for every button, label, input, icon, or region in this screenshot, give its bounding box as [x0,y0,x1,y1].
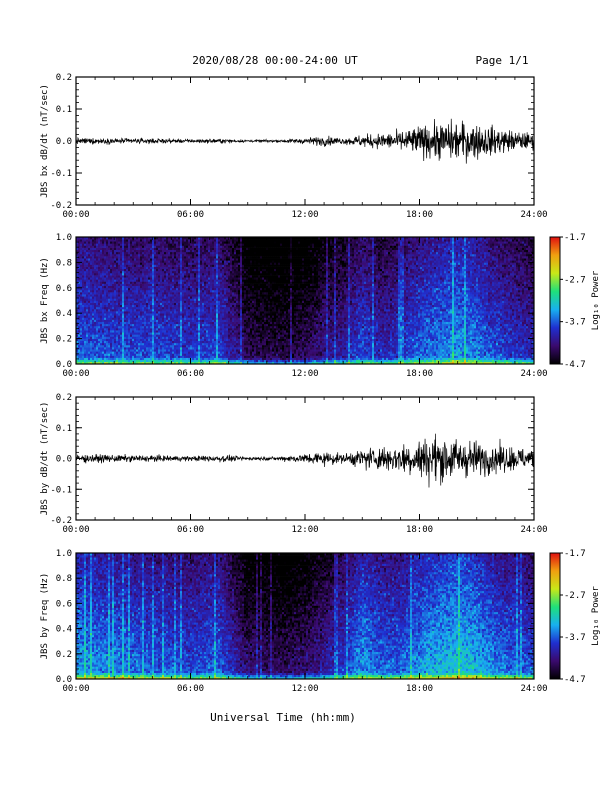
panel-4: -1.7 -2.7 -3.7 -4.7 Log₁₀ Power 1.0 0.8 0.6 0.4 0… [40,549,601,694]
colorbar-tick-label: -2.7 [564,591,586,601]
y-tick-label: 0.0 [56,137,72,147]
colorbar-tick-label: -1.7 [564,549,586,559]
colorbar-tick-label: -2.7 [564,275,586,285]
y-axis-title: JBS bx dB/dt (nT/sec) [40,84,50,198]
y-tick-label: 0.2 [56,73,72,83]
x-tick-label: 00:00 [62,525,89,535]
y-tick-label: 0.6 [56,599,72,609]
panel-2: -1.7 -2.7 -3.7 -4.7 Log₁₀ Power 1.0 0.8 0.6 0.4 0… [40,233,601,379]
x-tick-label: 18:00 [406,369,433,379]
y-axis-title: JBS by Freq (Hz) [40,573,50,660]
y-tick-label: 1.0 [56,233,72,243]
y-tick-label: -0.1 [50,169,72,179]
y-tick-label: 0.2 [56,335,72,345]
y-axis-title: JBS by dB/dt (nT/sec) [40,402,50,516]
colorbar-tick-label: -3.7 [564,318,586,328]
series-line [76,119,534,164]
x-tick-label: 00:00 [62,369,89,379]
colorbar-title: Log₁₀ Power [591,270,601,330]
x-tick-label: 18:00 [406,684,433,694]
x-tick-label: 12:00 [291,525,318,535]
x-tick-label: 00:00 [62,210,89,220]
y-axis-title: JBS bx Freq (Hz) [40,257,50,344]
page-number: Page 1/1 [476,54,529,67]
y-tick-label: 1.0 [56,549,72,559]
x-tick-label: 24:00 [520,525,547,535]
colorbar-title: Log₁₀ Power [591,586,601,646]
x-tick-label: 06:00 [177,684,204,694]
x-tick-label: 24:00 [520,684,547,694]
x-axis-title: Universal Time (hh:mm) [210,711,356,724]
x-tick-label: 18:00 [406,210,433,220]
y-tick-label: 0.4 [56,309,72,319]
series-line [76,434,534,488]
x-tick-label: 06:00 [177,525,204,535]
panel-1: 0.20.10.0-0.1-0.200:00 06:00 12:00 18:00 24:… [40,73,548,220]
x-tick-label: 00:00 [62,684,89,694]
y-tick-label: 0.6 [56,284,72,294]
y-tick-label: 0.2 [56,393,72,403]
y-tick-label: 0.0 [56,455,72,465]
x-tick-label: 06:00 [177,210,204,220]
x-tick-label: 24:00 [520,210,547,220]
chart-title: 2020/08/28 00:00-24:00 UT [192,54,358,67]
y-tick-label: 0.4 [56,625,72,635]
colorbar-tick-label: -1.7 [564,233,586,243]
y-tick-label: 0.2 [56,650,72,660]
colorbar: -1.7 -2.7 -3.7 -4.7 Log₁₀ Power [550,549,601,685]
x-tick-label: 18:00 [406,525,433,535]
panels-group: 0.20.10.0-0.1-0.200:00 06:00 12:00 18:00 24:… [40,73,601,694]
y-tick-label: 0.8 [56,258,72,268]
panel-3: 0.20.10.0-0.1-0.200:00 06:00 12:00 18:00 24:… [40,393,548,535]
colorbar-tick-label: -3.7 [564,633,586,643]
y-tick-label: -0.1 [50,485,72,495]
x-tick-label: 12:00 [291,684,318,694]
colorbar: -1.7 -2.7 -3.7 -4.7 Log₁₀ Power [550,233,601,370]
spectrogram-cells [76,237,534,364]
x-tick-label: 06:00 [177,369,204,379]
spectrogram-cells [76,553,534,679]
x-tick-label: 24:00 [520,369,547,379]
colorbar-tick-label: -4.7 [564,675,586,685]
y-tick-label: 0.1 [56,105,72,115]
x-tick-label: 12:00 [291,210,318,220]
colorbar-tick-label: -4.7 [564,360,586,370]
x-tick-label: 12:00 [291,369,318,379]
y-tick-label: 0.8 [56,574,72,584]
y-tick-label: 0.1 [56,424,72,434]
